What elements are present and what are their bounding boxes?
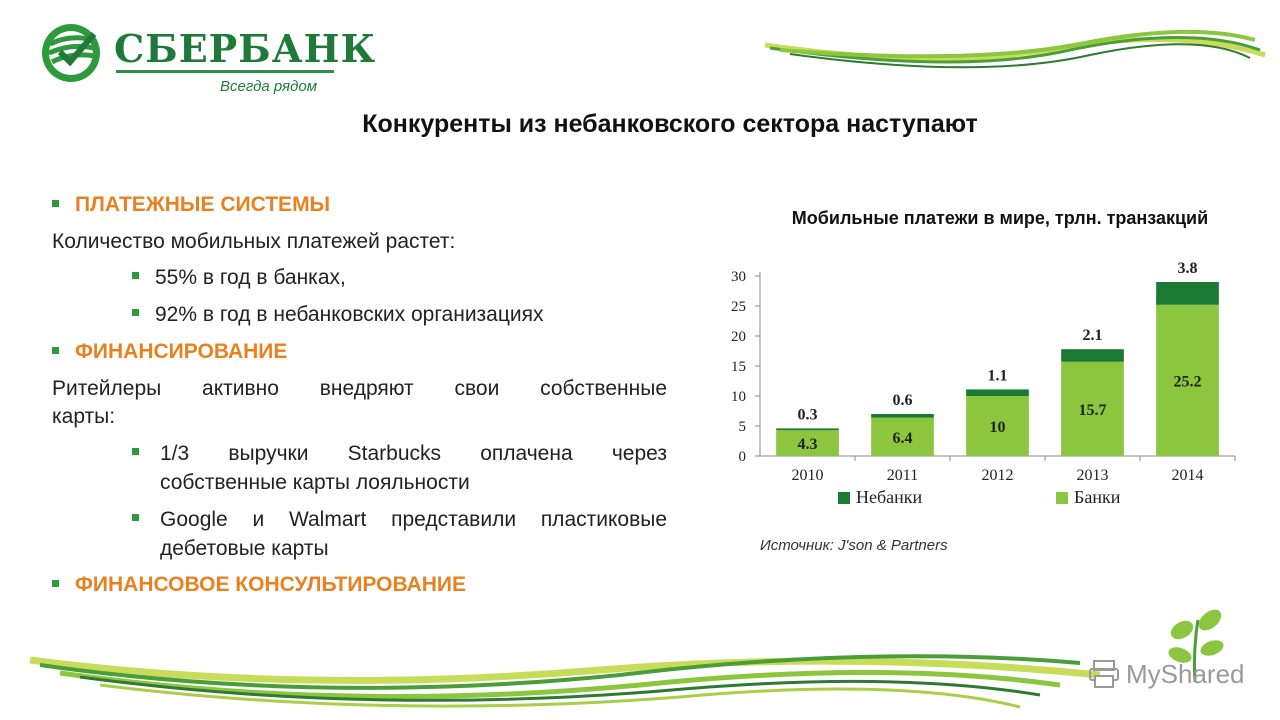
- bullet-icon: [52, 347, 59, 355]
- list-item-text: дебетовые карты: [160, 537, 329, 560]
- y-tick-label: 30: [731, 269, 746, 285]
- section-financing: ФИНАНСИРОВАНИЕ: [52, 340, 667, 364]
- bar-segment-banks: [1156, 304, 1219, 456]
- y-tick-label: 25: [731, 299, 746, 315]
- y-tick-label: 15: [731, 359, 746, 375]
- legend-label: Банки: [1074, 487, 1121, 507]
- data-label-banks: 10: [990, 419, 1006, 436]
- list-item-text: собственные карты лояльности: [160, 471, 470, 494]
- bullet-icon: [52, 200, 59, 208]
- bar-segment-nonbanks: [1156, 282, 1219, 305]
- bullet-icon: [132, 271, 139, 279]
- legend-swatch: [838, 492, 850, 504]
- top-swoosh-decoration: [764, 29, 1266, 69]
- y-tick-label: 20: [731, 329, 746, 345]
- bottom-swoosh-decoration: [29, 654, 1101, 709]
- legend-swatch: [1056, 492, 1068, 504]
- list-item-text: 92% в год в небанковских организациях: [155, 303, 544, 326]
- x-tick-label: 2014: [1172, 467, 1204, 484]
- bar-segment-banks: [966, 396, 1029, 456]
- section-heading: ФИНАНСИРОВАНИЕ: [75, 340, 288, 363]
- list-item: 92% в год в небанковских организациях: [132, 303, 667, 327]
- x-tick-label: 2013: [1077, 467, 1109, 484]
- sprout-icon: [1168, 609, 1224, 683]
- list-item-text: 1/3 выручки Starbucks оплачена через: [160, 442, 667, 465]
- bullet-icon: [132, 513, 139, 521]
- paragraph-line: карты:: [52, 405, 116, 428]
- paragraph: Количество мобильных платежей растет:: [52, 230, 456, 253]
- bullet-icon: [132, 447, 139, 455]
- x-tick-label: 2010: [792, 467, 824, 484]
- data-label-banks: 25.2: [1174, 373, 1202, 390]
- data-label-nonbanks: 3.8: [1178, 260, 1198, 277]
- section-payment-systems: ПЛАТЕЖНЫЕ СИСТЕМЫ: [52, 193, 667, 217]
- legend-label: Небанки: [856, 487, 923, 507]
- watermark: MyShared: [1088, 655, 1268, 695]
- stacked-bar-chart: 0 5 10 15 20 25 30 2010 4.3 0.3 2011 6.4 0.6 2012 10 1.…: [731, 260, 1236, 507]
- data-label-nonbanks: 0.3: [798, 406, 818, 423]
- section-heading: ФИНАНСОВОЕ КОНСУЛЬТИРОВАНИЕ: [75, 573, 467, 596]
- data-label-banks: 15.7: [1079, 402, 1107, 419]
- y-tick-label: 10: [731, 389, 746, 405]
- x-tick-label: 2012: [982, 467, 1014, 484]
- list-item: 55% в год в банках,: [132, 266, 667, 290]
- chart-source: Источник: J'son & Partners: [760, 537, 948, 554]
- data-label-banks: 4.3: [798, 436, 818, 453]
- bar-segment-nonbanks: [871, 414, 934, 418]
- bar-segment-nonbanks: [966, 389, 1029, 396]
- list-item-text: 55% в год в банках,: [155, 266, 346, 289]
- bar-segment-banks: [776, 430, 839, 456]
- watermark-text: MyShared: [1126, 659, 1245, 689]
- brand-underline: [116, 70, 334, 73]
- slide-title: Конкуренты из небанковского сектора наст…: [362, 110, 978, 138]
- printer-icon: [1089, 660, 1119, 688]
- brand-name: СБЕРБАНК: [114, 26, 377, 71]
- bar-segment-banks: [1061, 361, 1124, 456]
- brand-tagline: Всегда рядом: [220, 78, 317, 95]
- bar-segment-nonbanks: [776, 428, 839, 431]
- y-tick-label: 5: [739, 419, 747, 435]
- x-tick-label: 2011: [887, 467, 918, 484]
- section-heading: ПЛАТЕЖНЫЕ СИСТЕМЫ: [75, 193, 331, 216]
- data-label-nonbanks: 2.1: [1083, 327, 1103, 344]
- sberbank-logo-icon: [42, 24, 100, 82]
- list-item-text: Google и Walmart представили пластиковые: [160, 508, 667, 531]
- data-label-nonbanks: 0.6: [893, 392, 913, 409]
- paragraph-line: Ритейлеры активно внедряют свои собствен…: [52, 377, 667, 400]
- bullet-icon: [52, 580, 59, 588]
- chart-title: Мобильные платежи в мире, трлн. транзакц…: [791, 208, 1209, 228]
- section-financial-consulting: ФИНАНСОВОЕ КОНСУЛЬТИРОВАНИЕ: [52, 573, 667, 597]
- bullet-icon: [132, 308, 139, 316]
- y-tick-label: 0: [739, 449, 747, 465]
- bar-segment-nonbanks: [1061, 349, 1124, 362]
- sberbank-logo: СБЕРБАНК Всегда рядом: [40, 22, 375, 102]
- data-label-banks: 6.4: [893, 430, 913, 447]
- bar-segment-banks: [871, 417, 934, 456]
- data-label-nonbanks: 1.1: [988, 367, 1008, 384]
